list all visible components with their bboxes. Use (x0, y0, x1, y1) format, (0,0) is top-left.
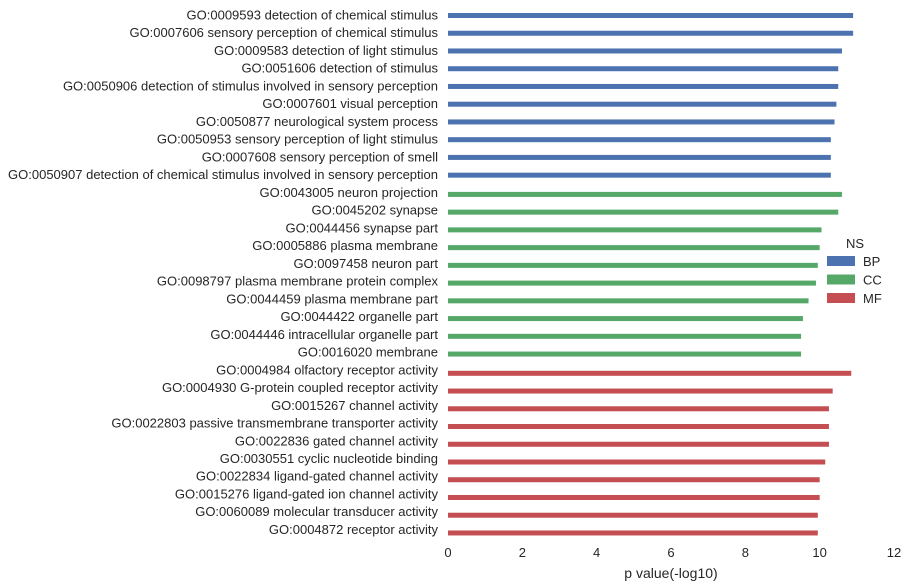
category-label: GO:0022803 passive transmembrane transpo… (111, 416, 438, 431)
category-label: GO:0007601 visual perception (262, 96, 438, 111)
bar-cc (448, 227, 822, 233)
legend-swatch-bp (827, 256, 855, 266)
x-axis-title: p value(-log10) (624, 565, 717, 581)
legend: NS BP CC MF (827, 236, 882, 306)
bar-cc (448, 351, 802, 357)
bar-mf (448, 388, 833, 394)
bar-bp (448, 137, 831, 143)
bar-mf (448, 512, 818, 518)
bar-cc (448, 280, 816, 286)
bar-bp (448, 13, 854, 18)
x-axis-ticks: 0 2 4 6 8 10 12 (444, 545, 901, 560)
category-label: GO:0015267 channel activity (271, 398, 438, 413)
bar-bp (448, 172, 831, 178)
bar-bp (448, 101, 837, 107)
category-label: GO:0005886 plasma membrane (252, 238, 438, 253)
bar-cc (448, 333, 802, 339)
category-label: GO:0009583 detection of light stimulus (214, 43, 439, 58)
x-tick-label: 6 (667, 545, 674, 560)
bar-mf (448, 370, 852, 376)
category-label: GO:0050907 detection of chemical stimulu… (8, 167, 438, 182)
category-label: GO:0050906 detection of stimulus involve… (63, 78, 438, 93)
bar-cc (448, 298, 809, 304)
bar-mf (448, 424, 829, 430)
category-label: GO:0044446 intracellular organelle part (210, 327, 438, 342)
category-label: GO:0030551 cyclic nucleotide binding (220, 451, 438, 466)
category-label: GO:0007608 sensory perception of smell (202, 149, 438, 164)
category-label: GO:0007606 sensory perception of chemica… (129, 25, 438, 40)
category-label: GO:0004930 G-protein coupled receptor ac… (162, 380, 439, 395)
category-label: GO:0016020 membrane (298, 345, 438, 360)
category-label: GO:0097458 neuron part (293, 256, 438, 271)
category-label: GO:0043005 neuron projection (259, 185, 438, 200)
category-label: GO:0004872 receptor activity (269, 522, 439, 537)
category-label: GO:0050953 sensory perception of light s… (157, 132, 439, 147)
x-tick-label: 8 (742, 545, 749, 560)
bar-mf (448, 477, 820, 483)
category-label: GO:0004984 olfactory receptor activity (216, 362, 438, 377)
category-label: GO:0044456 synapse part (286, 220, 439, 235)
x-tick-label: 0 (444, 545, 451, 560)
bar-cc (448, 316, 803, 322)
bar-bp (448, 48, 842, 54)
bar-mf (448, 459, 826, 465)
legend-title: NS (846, 236, 864, 251)
bar-cc (448, 191, 842, 197)
legend-label-cc: CC (863, 273, 882, 288)
category-label: GO:0044422 organelle part (280, 309, 438, 324)
bar-cc (448, 262, 818, 268)
bar-mf (448, 406, 829, 412)
category-label: GO:0098797 plasma membrane protein compl… (157, 274, 439, 289)
category-label: GO:0050877 neurological system process (196, 114, 439, 129)
legend-swatch-cc (827, 274, 855, 285)
bar-bp (448, 30, 854, 36)
bar-bp (448, 119, 835, 125)
category-label: GO:0044459 plasma membrane part (226, 291, 438, 306)
category-label: GO:0022836 gated channel activity (235, 433, 439, 448)
x-tick-label: 10 (812, 545, 826, 560)
category-label: GO:0009593 detection of chemical stimulu… (187, 8, 439, 23)
x-tick-label: 2 (519, 545, 526, 560)
category-label: GO:0045202 synapse (312, 203, 438, 218)
bar-mf (448, 530, 818, 536)
bar-mf (448, 441, 829, 447)
bar-cc (448, 209, 839, 215)
legend-swatch-mf (827, 293, 855, 303)
category-label: GO:0022834 ligand-gated channel activity (196, 469, 439, 484)
x-tick-label: 12 (887, 545, 901, 560)
category-labels: GO:0009593 detection of chemical stimulu… (8, 8, 438, 537)
bar-mf (448, 494, 820, 500)
legend-label-mf: MF (863, 291, 882, 306)
bar-bp (448, 66, 839, 72)
category-label: GO:0060089 molecular transducer activity (195, 504, 438, 519)
bars (448, 13, 854, 536)
x-tick-label: 4 (593, 545, 600, 560)
category-label: GO:0051606 detection of stimulus (241, 61, 438, 76)
bar-bp (448, 154, 831, 160)
bar-cc (448, 245, 820, 251)
legend-label-bp: BP (863, 254, 880, 269)
bar-bp (448, 83, 839, 89)
category-label: GO:0015276 ligand-gated ion channel acti… (175, 486, 439, 501)
